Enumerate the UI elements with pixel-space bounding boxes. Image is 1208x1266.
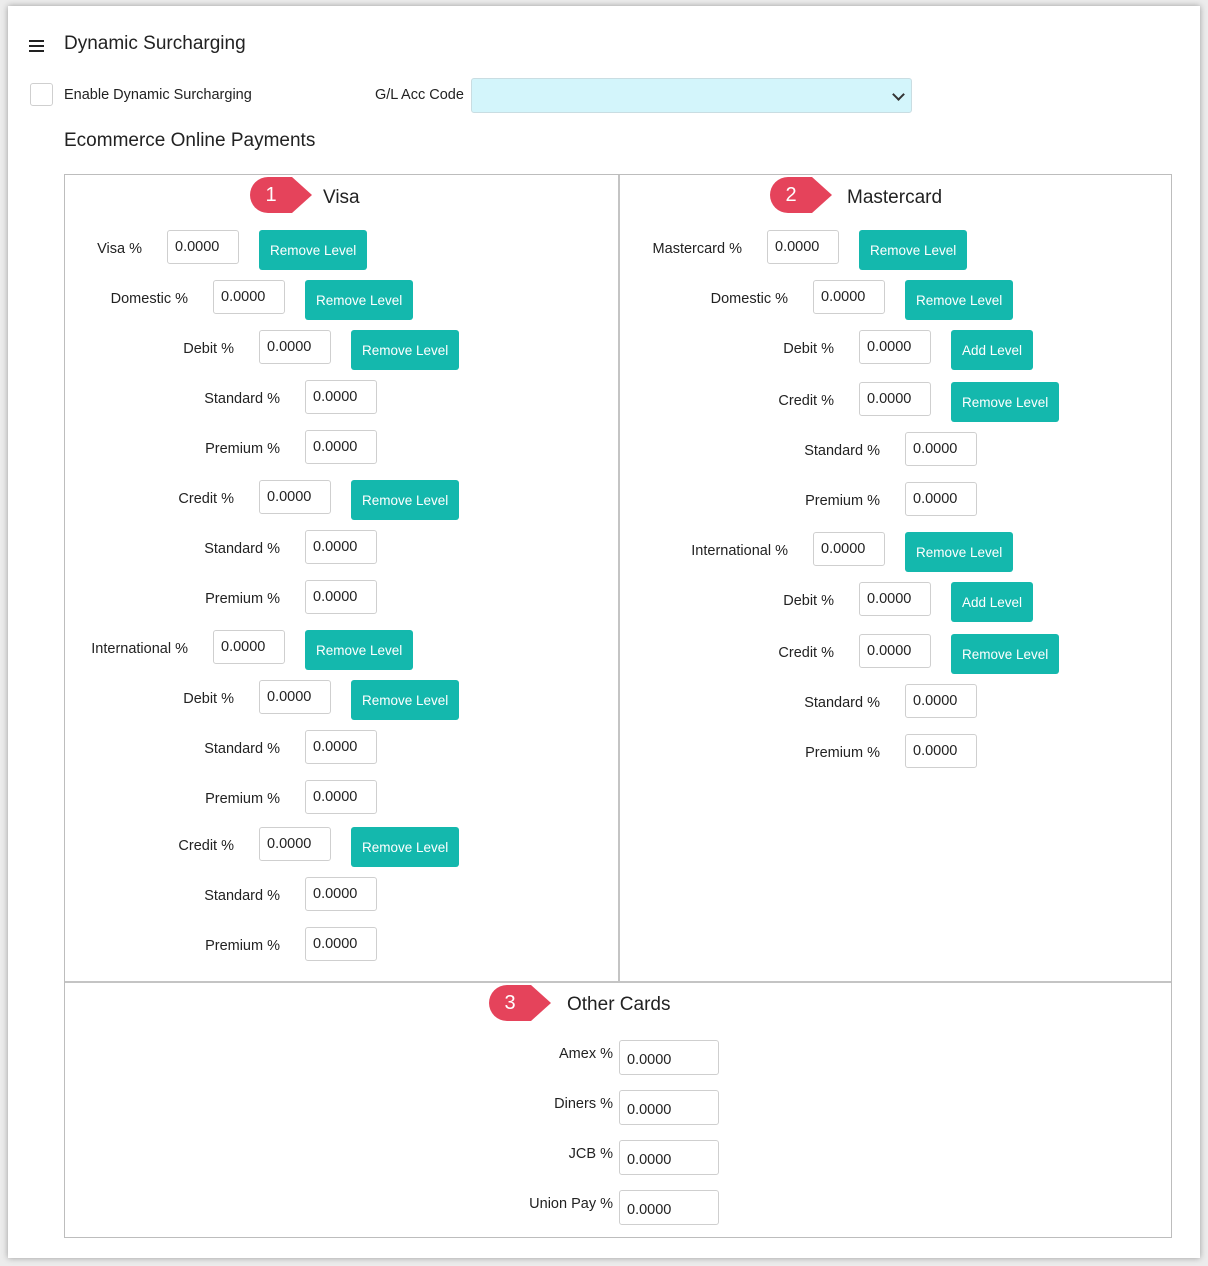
visa-premium-input[interactable] bbox=[305, 780, 377, 814]
other-cards-panel-title: Other Cards bbox=[567, 994, 671, 1015]
panel-divider-horizontal bbox=[65, 981, 1171, 983]
visa-debit-remove-level-button[interactable]: Remove Level bbox=[351, 330, 460, 370]
mastercard-credit-remove-level-button[interactable]: Remove Level bbox=[951, 634, 1060, 674]
mastercard-domestic-remove-level-button[interactable]: Remove Level bbox=[905, 280, 1014, 320]
visa-debit-remove-level-button[interactable]: Remove Level bbox=[351, 680, 460, 720]
mastercard-credit-remove-level-button[interactable]: Remove Level bbox=[951, 382, 1060, 422]
visa-visa-label: Visa % bbox=[97, 241, 142, 257]
visa-international-input[interactable] bbox=[213, 630, 285, 664]
hamburger-menu-icon[interactable] bbox=[29, 40, 45, 52]
mastercard-international-remove-level-button[interactable]: Remove Level bbox=[905, 532, 1014, 572]
other-jcb-input[interactable] bbox=[619, 1140, 719, 1175]
mastercard-credit-label: Credit % bbox=[778, 645, 834, 661]
visa-standard-input[interactable] bbox=[305, 530, 377, 564]
other-amex-label: Amex % bbox=[559, 1046, 613, 1062]
visa-debit-label: Debit % bbox=[183, 341, 234, 357]
mastercard-debit-label: Debit % bbox=[783, 593, 834, 609]
mastercard-standard-label: Standard % bbox=[804, 443, 880, 459]
mastercard-debit-input[interactable] bbox=[859, 582, 931, 616]
callout-number: 2 bbox=[785, 184, 797, 206]
visa-standard-input[interactable] bbox=[305, 730, 377, 764]
visa-panel-title: Visa bbox=[323, 187, 360, 208]
visa-premium-input[interactable] bbox=[305, 927, 377, 961]
panel-divider-vertical bbox=[618, 175, 620, 982]
callout-badge-2: 2 bbox=[768, 175, 834, 215]
visa-international-remove-level-button[interactable]: Remove Level bbox=[305, 630, 414, 670]
mastercard-panel-title: Mastercard bbox=[847, 187, 943, 208]
mastercard-mastercard-label: Mastercard % bbox=[652, 241, 742, 257]
callout-shape-icon bbox=[489, 985, 551, 1021]
visa-credit-input[interactable] bbox=[259, 480, 331, 514]
other-jcb-label: JCB % bbox=[568, 1146, 613, 1162]
visa-standard-label: Standard % bbox=[204, 888, 280, 904]
callout-shape-icon bbox=[770, 177, 832, 213]
visa-visa-input[interactable] bbox=[167, 230, 239, 264]
visa-premium-input[interactable] bbox=[305, 580, 377, 614]
other-union-pay-input[interactable] bbox=[619, 1190, 719, 1225]
mastercard-debit-add-level-button[interactable]: Add Level bbox=[951, 582, 1034, 622]
ecommerce-section-title: Ecommerce Online Payments bbox=[64, 130, 316, 151]
gl-acc-code-label: G/L Acc Code bbox=[375, 87, 464, 103]
callout-shape-icon bbox=[250, 177, 312, 213]
visa-international-label: International % bbox=[91, 641, 188, 657]
mastercard-premium-input[interactable] bbox=[905, 482, 977, 516]
enable-dynamic-surcharging-label: Enable Dynamic Surcharging bbox=[64, 87, 252, 103]
mastercard-standard-label: Standard % bbox=[804, 695, 880, 711]
mastercard-domestic-label: Domestic % bbox=[710, 291, 788, 307]
mastercard-domestic-input[interactable] bbox=[813, 280, 885, 314]
callout-number: 3 bbox=[504, 992, 516, 1014]
visa-debit-label: Debit % bbox=[183, 691, 234, 707]
visa-credit-remove-level-button[interactable]: Remove Level bbox=[351, 827, 460, 867]
mastercard-premium-label: Premium % bbox=[805, 493, 880, 509]
other-amex-input[interactable] bbox=[619, 1040, 719, 1075]
mastercard-debit-input[interactable] bbox=[859, 330, 931, 364]
mastercard-debit-label: Debit % bbox=[783, 341, 834, 357]
visa-standard-input[interactable] bbox=[305, 877, 377, 911]
visa-credit-label: Credit % bbox=[178, 838, 234, 854]
mastercard-premium-label: Premium % bbox=[805, 745, 880, 761]
mastercard-credit-input[interactable] bbox=[859, 634, 931, 668]
dynamic-surcharging-page: Dynamic Surcharging Enable Dynamic Surch… bbox=[8, 6, 1200, 1258]
visa-standard-label: Standard % bbox=[204, 541, 280, 557]
visa-domestic-remove-level-button[interactable]: Remove Level bbox=[305, 280, 414, 320]
visa-premium-label: Premium % bbox=[205, 791, 280, 807]
visa-domestic-label: Domestic % bbox=[110, 291, 188, 307]
visa-visa-remove-level-button[interactable]: Remove Level bbox=[259, 230, 368, 270]
mastercard-standard-input[interactable] bbox=[905, 684, 977, 718]
mastercard-standard-input[interactable] bbox=[905, 432, 977, 466]
visa-credit-input[interactable] bbox=[259, 827, 331, 861]
mastercard-mastercard-input[interactable] bbox=[767, 230, 839, 264]
visa-premium-label: Premium % bbox=[205, 441, 280, 457]
mastercard-premium-input[interactable] bbox=[905, 734, 977, 768]
visa-standard-label: Standard % bbox=[204, 391, 280, 407]
callout-number: 1 bbox=[265, 184, 277, 206]
mastercard-international-input[interactable] bbox=[813, 532, 885, 566]
visa-debit-input[interactable] bbox=[259, 330, 331, 364]
visa-premium-label: Premium % bbox=[205, 591, 280, 607]
other-diners-input[interactable] bbox=[619, 1090, 719, 1125]
mastercard-mastercard-remove-level-button[interactable]: Remove Level bbox=[859, 230, 968, 270]
other-diners-label: Diners % bbox=[554, 1096, 613, 1112]
mastercard-credit-input[interactable] bbox=[859, 382, 931, 416]
chevron-down-icon bbox=[892, 88, 905, 101]
card-surcharge-panels: 1 Visa Visa % Remove Level Domestic % Remov… bbox=[64, 174, 1172, 1238]
visa-premium-label: Premium % bbox=[205, 938, 280, 954]
enable-dynamic-surcharging-checkbox[interactable] bbox=[30, 83, 53, 106]
mastercard-debit-add-level-button[interactable]: Add Level bbox=[951, 330, 1034, 370]
visa-debit-input[interactable] bbox=[259, 680, 331, 714]
visa-standard-input[interactable] bbox=[305, 380, 377, 414]
callout-badge-1: 1 bbox=[248, 175, 314, 215]
visa-domestic-input[interactable] bbox=[213, 280, 285, 314]
visa-premium-input[interactable] bbox=[305, 430, 377, 464]
other-union-pay-label: Union Pay % bbox=[529, 1196, 613, 1212]
page-title: Dynamic Surcharging bbox=[64, 33, 246, 54]
visa-credit-remove-level-button[interactable]: Remove Level bbox=[351, 480, 460, 520]
gl-acc-code-select[interactable] bbox=[471, 78, 912, 113]
mastercard-international-label: International % bbox=[691, 543, 788, 559]
callout-badge-3: 3 bbox=[487, 983, 553, 1023]
mastercard-credit-label: Credit % bbox=[778, 393, 834, 409]
visa-credit-label: Credit % bbox=[178, 491, 234, 507]
visa-standard-label: Standard % bbox=[204, 741, 280, 757]
